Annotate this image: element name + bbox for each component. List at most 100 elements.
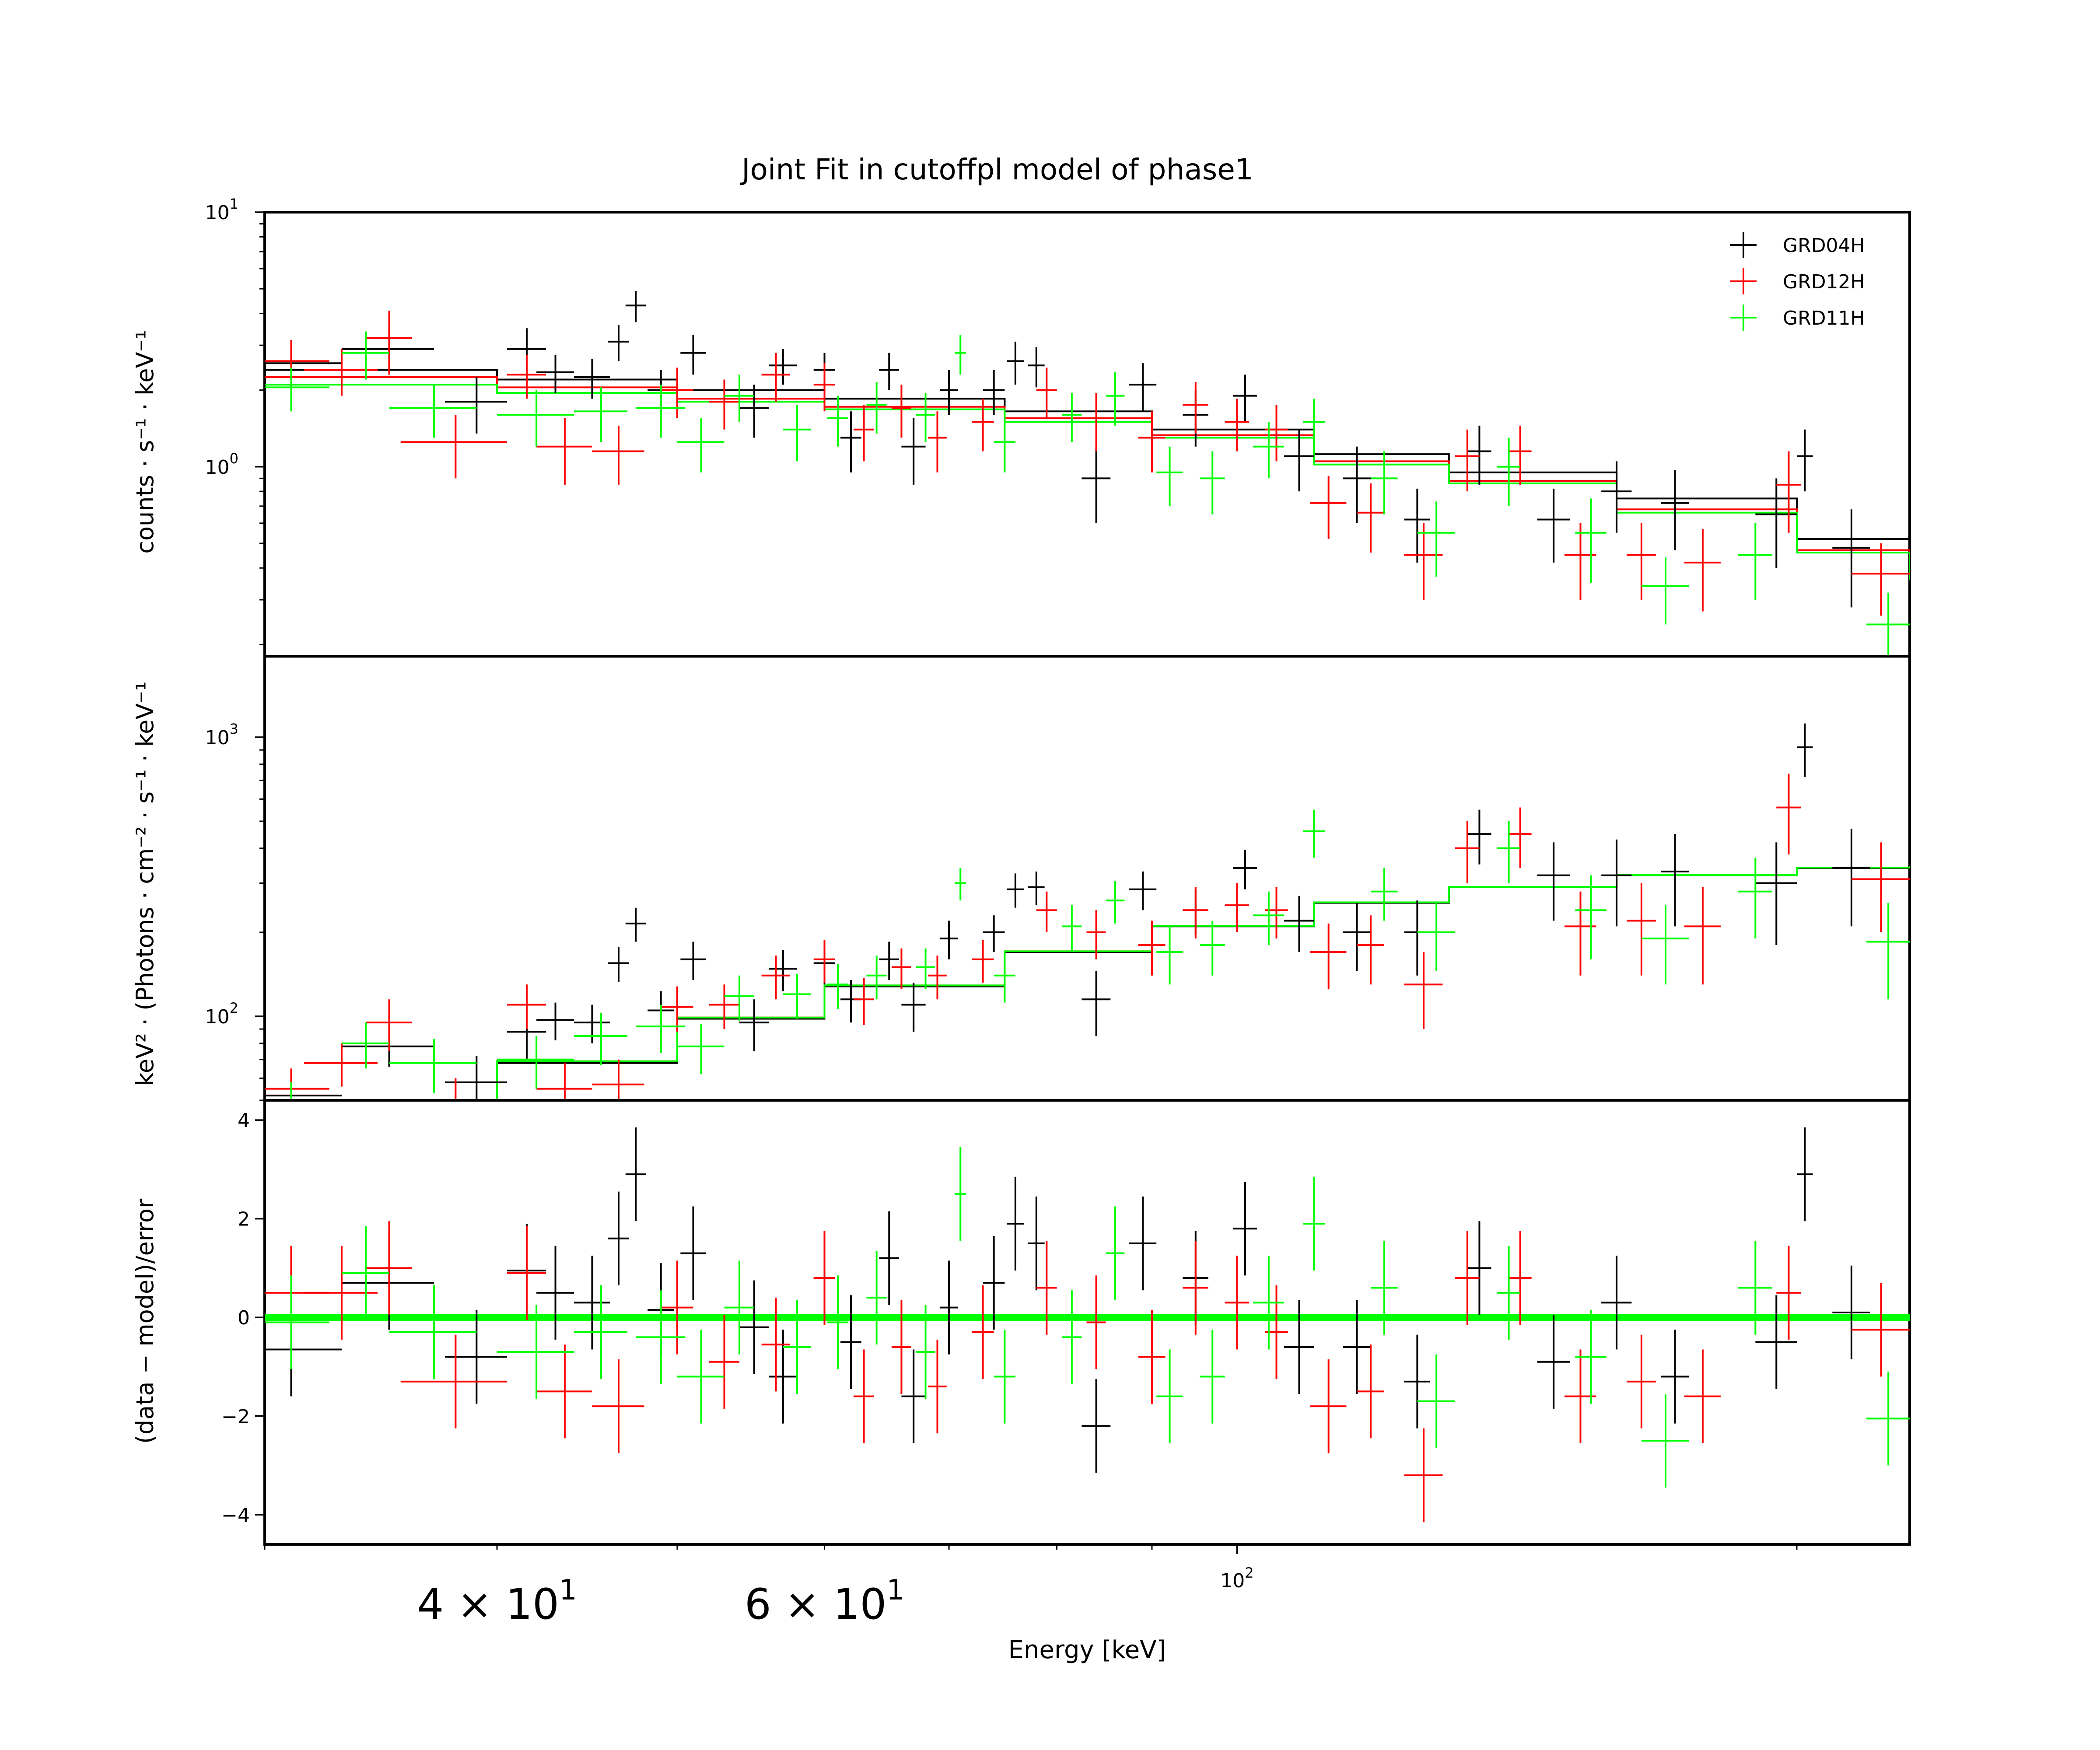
y-tick-label: 4 bbox=[238, 1110, 250, 1132]
data-point bbox=[265, 368, 329, 412]
y-tick-label: 103 bbox=[205, 721, 238, 749]
data-point bbox=[608, 947, 629, 982]
data-point bbox=[1575, 1310, 1606, 1404]
series-grd04h bbox=[265, 723, 1870, 1100]
data-point bbox=[497, 1305, 574, 1399]
data-point bbox=[769, 950, 797, 991]
data-point bbox=[1106, 881, 1125, 924]
data-point bbox=[1508, 807, 1532, 868]
data-point bbox=[1851, 842, 1910, 932]
data-point bbox=[1497, 438, 1520, 506]
data-point bbox=[1062, 905, 1082, 952]
data-point bbox=[1627, 1334, 1656, 1428]
data-point bbox=[341, 1022, 389, 1069]
data-point bbox=[341, 329, 434, 372]
data-point bbox=[1467, 425, 1491, 485]
data-point bbox=[1225, 883, 1249, 932]
data-point bbox=[1036, 368, 1057, 419]
data-point bbox=[1138, 411, 1166, 472]
data-point bbox=[724, 975, 754, 1022]
data-point bbox=[1684, 1349, 1721, 1443]
data-point bbox=[1455, 429, 1480, 492]
model-line-grd12h bbox=[496, 866, 1910, 1100]
data-point bbox=[916, 948, 935, 990]
y-axis-label-counts: counts · s⁻¹ · keV⁻¹ bbox=[131, 330, 159, 553]
data-point bbox=[827, 1275, 849, 1369]
data-point bbox=[739, 999, 769, 1051]
data-point bbox=[400, 1334, 507, 1428]
data-point bbox=[1233, 850, 1257, 889]
data-point bbox=[783, 405, 811, 462]
data-point bbox=[1200, 1330, 1225, 1424]
data-point bbox=[891, 948, 911, 990]
legend-label: GRD11H bbox=[1783, 307, 1865, 329]
data-point bbox=[1310, 1359, 1347, 1453]
data-point bbox=[1404, 1334, 1430, 1428]
model-line-grd12h bbox=[265, 376, 1910, 577]
data-point bbox=[1225, 1256, 1249, 1350]
y-tick-label: 102 bbox=[205, 1000, 238, 1028]
x-axis-label: Energy [keV] bbox=[1008, 1636, 1166, 1664]
data-point bbox=[853, 405, 874, 462]
x-tick-label: 6 × 101 bbox=[745, 1574, 904, 1629]
data-point bbox=[592, 1059, 644, 1100]
data-point bbox=[724, 374, 754, 422]
data-point bbox=[1129, 872, 1157, 910]
data-point bbox=[1200, 920, 1225, 976]
panel-frame bbox=[263, 211, 1911, 658]
data-point bbox=[536, 1063, 592, 1100]
data-point bbox=[1007, 873, 1024, 908]
data-point bbox=[1575, 498, 1606, 583]
model-line-grd11h bbox=[496, 866, 1910, 1100]
data-point bbox=[574, 1004, 610, 1043]
data-point bbox=[1455, 821, 1480, 883]
data-point bbox=[1738, 523, 1772, 600]
data-point bbox=[574, 1012, 627, 1065]
data-point bbox=[661, 368, 693, 419]
panel-ufspec: 102 103 bbox=[205, 655, 1911, 1102]
data-point bbox=[783, 1300, 811, 1394]
data-point bbox=[1661, 834, 1689, 927]
data-point bbox=[916, 1305, 935, 1399]
data-point bbox=[1417, 903, 1455, 972]
data-point bbox=[1404, 952, 1443, 1029]
data-point bbox=[1404, 1428, 1443, 1522]
data-point bbox=[739, 1280, 769, 1374]
data-point bbox=[879, 1211, 899, 1306]
data-point bbox=[866, 382, 887, 434]
data-point bbox=[1417, 501, 1455, 577]
data-point bbox=[1661, 470, 1689, 550]
y-tick-exponent: 3 bbox=[230, 721, 238, 737]
data-point bbox=[1357, 1344, 1385, 1438]
data-point bbox=[1028, 1196, 1045, 1291]
data-point bbox=[265, 1078, 342, 1100]
data-point bbox=[636, 1004, 686, 1053]
data-point bbox=[1851, 543, 1910, 616]
data-point bbox=[1755, 842, 1797, 945]
x-tick-mantissa: 6 × 10 bbox=[745, 1580, 887, 1629]
data-point bbox=[1497, 1246, 1520, 1340]
legend-item-grd04h: GRD04H bbox=[1730, 232, 1865, 258]
data-point bbox=[497, 390, 574, 447]
data-point bbox=[1106, 1206, 1125, 1300]
data-point bbox=[1832, 829, 1870, 927]
data-point bbox=[853, 1349, 874, 1443]
data-point bbox=[1684, 887, 1721, 985]
data-point bbox=[1253, 891, 1284, 945]
data-point bbox=[677, 1024, 724, 1074]
data-point bbox=[625, 907, 646, 942]
data-point bbox=[1738, 1241, 1772, 1335]
data-point bbox=[608, 325, 629, 361]
data-point bbox=[813, 363, 835, 412]
data-point bbox=[761, 956, 790, 1000]
data-point bbox=[840, 1295, 861, 1389]
y-tick-label: 2 bbox=[238, 1208, 250, 1231]
data-point bbox=[625, 1127, 646, 1222]
data-point bbox=[724, 1260, 754, 1354]
data-point bbox=[1508, 1231, 1532, 1325]
data-point bbox=[1851, 1283, 1910, 1377]
data-point bbox=[1601, 1256, 1632, 1350]
data-point bbox=[1086, 910, 1106, 959]
data-point bbox=[1797, 1127, 1813, 1222]
